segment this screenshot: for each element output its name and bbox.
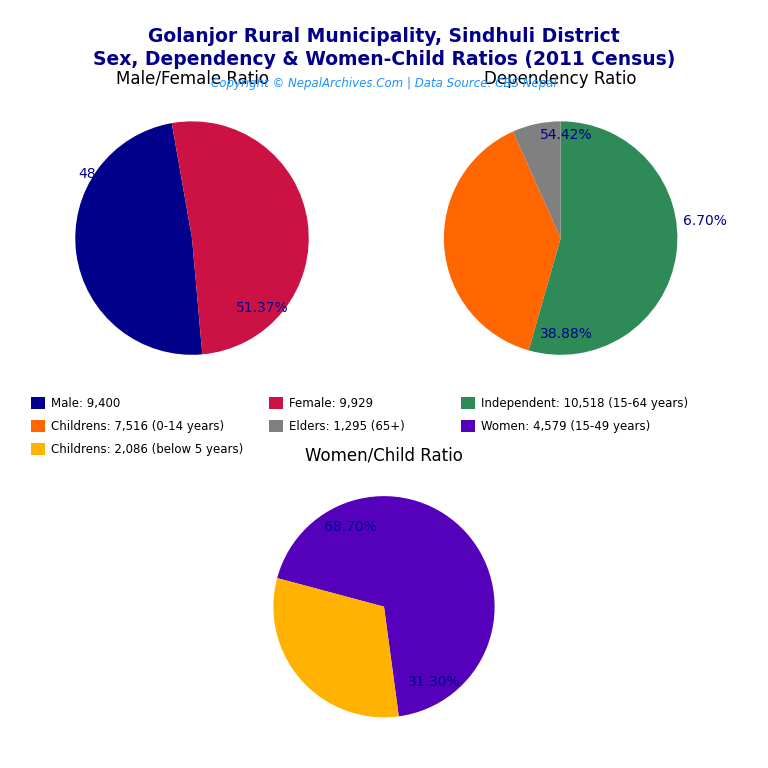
Title: Male/Female Ratio: Male/Female Ratio xyxy=(115,70,269,88)
Text: 31.30%: 31.30% xyxy=(408,675,460,689)
Text: Golanjor Rural Municipality, Sindhuli District: Golanjor Rural Municipality, Sindhuli Di… xyxy=(148,27,620,46)
Text: 6.70%: 6.70% xyxy=(684,214,727,227)
Text: Male: 9,400: Male: 9,400 xyxy=(51,397,120,409)
Wedge shape xyxy=(75,123,202,355)
Text: 54.42%: 54.42% xyxy=(540,128,593,142)
Text: Childrens: 2,086 (below 5 years): Childrens: 2,086 (below 5 years) xyxy=(51,443,243,455)
Wedge shape xyxy=(172,121,309,354)
Text: Sex, Dependency & Women-Child Ratios (2011 Census): Sex, Dependency & Women-Child Ratios (20… xyxy=(93,50,675,69)
Text: Female: 9,929: Female: 9,929 xyxy=(289,397,373,409)
Text: 51.37%: 51.37% xyxy=(236,301,288,315)
Title: Dependency Ratio: Dependency Ratio xyxy=(485,70,637,88)
Text: Childrens: 7,516 (0-14 years): Childrens: 7,516 (0-14 years) xyxy=(51,420,223,432)
Wedge shape xyxy=(528,121,677,355)
Wedge shape xyxy=(277,496,495,717)
Text: Women: 4,579 (15-49 years): Women: 4,579 (15-49 years) xyxy=(481,420,650,432)
Title: Women/Child Ratio: Women/Child Ratio xyxy=(305,446,463,464)
Text: 68.70%: 68.70% xyxy=(324,520,377,534)
Text: Elders: 1,295 (65+): Elders: 1,295 (65+) xyxy=(289,420,405,432)
Wedge shape xyxy=(513,121,561,238)
Text: 48.63%: 48.63% xyxy=(78,167,131,181)
Text: Copyright © NepalArchives.Com | Data Source: CBS Nepal: Copyright © NepalArchives.Com | Data Sou… xyxy=(211,77,557,90)
Text: 38.88%: 38.88% xyxy=(540,327,593,341)
Wedge shape xyxy=(273,578,399,717)
Wedge shape xyxy=(444,131,561,350)
Text: Independent: 10,518 (15-64 years): Independent: 10,518 (15-64 years) xyxy=(481,397,688,409)
